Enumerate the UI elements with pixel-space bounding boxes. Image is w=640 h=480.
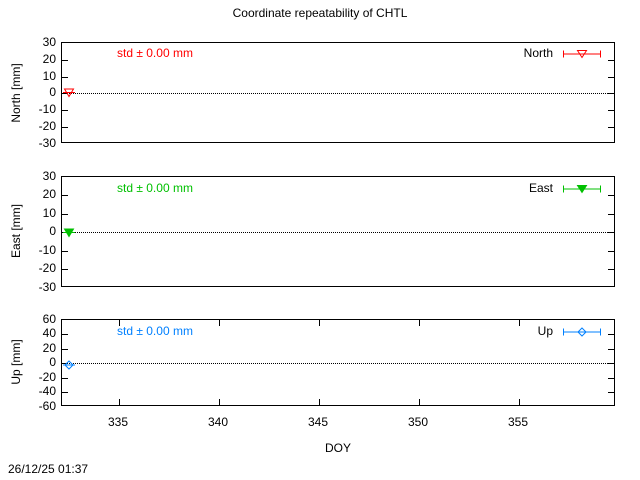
x-tick-mark	[319, 399, 320, 405]
y-tick-mark	[608, 349, 614, 350]
y-tick-mark	[608, 232, 614, 233]
y-tick-mark	[608, 195, 614, 196]
plot-area-up	[61, 319, 615, 406]
y-tick-mark	[62, 77, 68, 78]
x-tick-label: 350	[407, 415, 429, 429]
std-annotation-east: std ± 0.00 mm	[117, 181, 193, 195]
y-axis-title-up: Up [mm]	[9, 339, 23, 385]
y-tick-mark	[608, 110, 614, 111]
x-axis-title: DOY	[324, 441, 351, 455]
plot-area-north	[61, 42, 615, 143]
y-tick-label: 60	[42, 312, 56, 326]
std-annotation-up: std ± 0.00 mm	[117, 324, 193, 338]
y-tick-mark	[608, 127, 614, 128]
y-tick-mark	[62, 392, 68, 393]
y-tick-label: 20	[42, 341, 56, 355]
y-tick-mark	[62, 127, 68, 128]
x-tick-label: 355	[507, 415, 529, 429]
y-tick-mark	[608, 269, 614, 270]
y-tick-label: 20	[42, 187, 56, 201]
y-tick-mark	[62, 334, 68, 335]
y-tick-mark	[62, 60, 68, 61]
x-tick-label: 340	[207, 415, 229, 429]
y-tick-mark	[62, 251, 68, 252]
y-tick-label: -30	[38, 280, 56, 294]
legend-sample-up-errorbar-icon	[563, 327, 601, 337]
data-point-north-triangle-down-icon	[63, 88, 75, 98]
y-tick-label: 10	[42, 69, 56, 83]
x-tick-mark	[419, 320, 420, 326]
zero-line	[62, 363, 614, 364]
y-tick-label: -10	[38, 243, 56, 257]
plot-area-east	[61, 176, 615, 287]
y-tick-label: -60	[38, 399, 56, 413]
legend-label-east: East	[528, 181, 553, 195]
y-tick-label: -30	[38, 136, 56, 150]
y-axis-title-east: East [mm]	[9, 204, 23, 259]
y-tick-mark	[62, 269, 68, 270]
y-tick-label: 30	[42, 169, 56, 183]
y-tick-mark	[608, 251, 614, 252]
y-tick-label: -20	[38, 261, 56, 275]
zero-line	[62, 232, 614, 233]
y-tick-mark	[608, 334, 614, 335]
y-tick-mark	[62, 349, 68, 350]
legend-label-up: Up	[537, 324, 553, 338]
y-tick-mark	[608, 60, 614, 61]
y-tick-mark	[608, 214, 614, 215]
y-tick-mark	[62, 110, 68, 111]
chart-title: Coordinate repeatability of CHTL	[232, 6, 408, 20]
legend-sample-east-errorbar-icon	[563, 185, 601, 194]
y-tick-label: 10	[42, 206, 56, 220]
x-tick-mark	[119, 399, 120, 405]
y-axis-title-north: North [mm]	[9, 63, 23, 123]
x-tick-mark	[219, 399, 220, 405]
x-tick-mark	[519, 399, 520, 405]
legend-label-north: North	[523, 46, 553, 60]
y-tick-mark	[62, 214, 68, 215]
y-tick-label: 0	[49, 355, 56, 369]
std-annotation-north: std ± 0.00 mm	[117, 46, 193, 60]
legend-sample-north-errorbar-icon	[563, 50, 601, 59]
y-tick-label: 0	[49, 85, 56, 99]
y-tick-label: -20	[38, 370, 56, 384]
x-tick-label: 335	[107, 415, 129, 429]
y-tick-label: 20	[42, 52, 56, 66]
x-tick-mark	[319, 320, 320, 326]
y-tick-mark	[608, 378, 614, 379]
y-tick-label: 0	[49, 224, 56, 238]
y-tick-label: 40	[42, 326, 56, 340]
y-tick-mark	[608, 392, 614, 393]
y-tick-mark	[608, 363, 614, 364]
timestamp: 26/12/25 01:37	[8, 462, 89, 476]
zero-line	[62, 93, 614, 94]
y-tick-mark	[62, 378, 68, 379]
y-tick-label: -20	[38, 119, 56, 133]
y-tick-label: -10	[38, 102, 56, 116]
y-tick-label: 30	[42, 35, 56, 49]
x-tick-mark	[419, 399, 420, 405]
data-point-up-diamond-icon	[63, 360, 75, 370]
x-tick-mark	[219, 320, 220, 326]
y-tick-label: -40	[38, 384, 56, 398]
y-tick-mark	[62, 93, 68, 94]
y-tick-mark	[608, 93, 614, 94]
x-tick-label: 345	[307, 415, 329, 429]
y-tick-mark	[62, 363, 68, 364]
y-tick-mark	[62, 195, 68, 196]
y-tick-mark	[608, 77, 614, 78]
x-tick-mark	[519, 320, 520, 326]
data-point-east-triangle-down-icon	[63, 228, 75, 238]
x-tick-mark	[119, 320, 120, 326]
